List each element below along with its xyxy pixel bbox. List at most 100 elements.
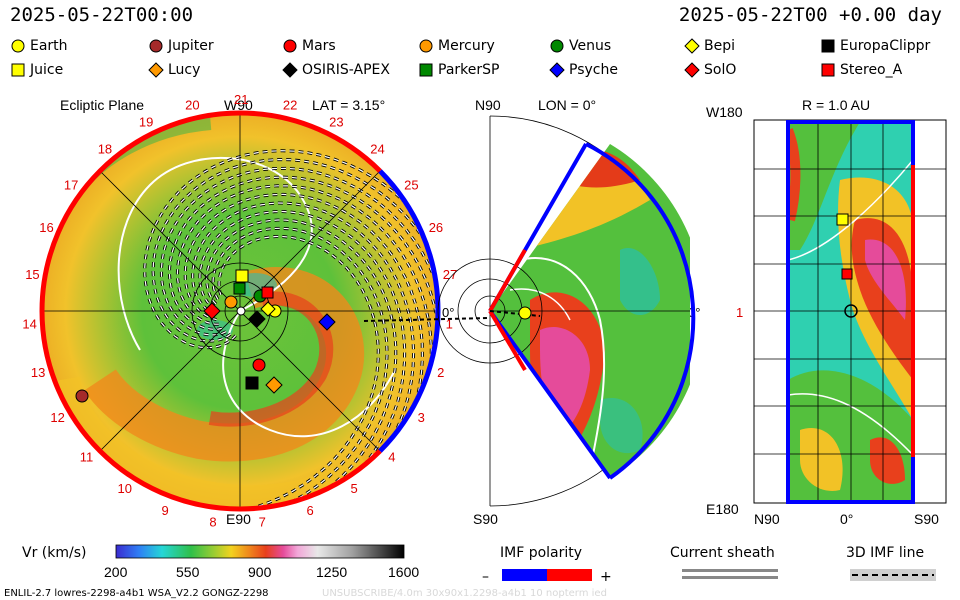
bepi-diamond-icon (684, 38, 700, 54)
meridional-velocity-field (490, 144, 690, 478)
meridional-bottom-label: S90 (473, 511, 498, 527)
colorbar-tick: 900 (248, 564, 272, 580)
earth-circle-icon (11, 39, 25, 53)
rect-x-label-0: 0° (840, 511, 853, 527)
sector-label: 17 (64, 177, 78, 192)
rect-velocity-field (788, 122, 913, 502)
imf-minus: – (482, 569, 489, 585)
mars-circle-icon (283, 39, 297, 53)
imf-spiral-line (160, 167, 438, 371)
imf-spiral-line (184, 193, 424, 483)
venus-circle-icon (550, 39, 564, 53)
legend-item-venus: Venus (549, 38, 611, 54)
colorbar-tick: 550 (176, 564, 200, 580)
sector-label: 15 (25, 267, 39, 282)
sector-label: 24 (370, 142, 384, 157)
legend-item-mars: Mars (282, 38, 336, 54)
solo-marker (203, 302, 221, 320)
juice-square-icon (11, 63, 25, 77)
left-timestamp: 2025-05-22T00:00 (10, 4, 194, 26)
current-sheath-label: Current sheath (670, 545, 775, 561)
legend-label: Mercury (438, 38, 495, 54)
mercury-circle-icon (419, 39, 433, 53)
imf-spiral-line (202, 227, 388, 509)
imf-spiral-line (152, 158, 438, 342)
lucy-diamond-icon (148, 62, 164, 78)
ecliptic-top-label: W90 (224, 97, 253, 113)
legend-label: Psyche (569, 62, 618, 78)
rect-x-label-n90: N90 (754, 511, 780, 527)
imf-spiral-line (168, 176, 438, 414)
imf-spiral-line (176, 185, 432, 451)
legend-label: Stereo_A (840, 62, 903, 78)
legend-item-stereo-a: Stereo_A (820, 62, 902, 78)
ecliptic-lat: LAT = 3.15° (312, 97, 385, 113)
sector-label: 14 (22, 316, 36, 331)
sector-label: 6 (307, 503, 314, 518)
mercury-marker (224, 295, 238, 309)
imf-spiral-line (144, 150, 438, 349)
mars-marker (252, 358, 266, 372)
imf-polarity-label: IMF polarity (500, 545, 582, 561)
imf-plus: + (600, 569, 612, 585)
sector-label: 2 (437, 365, 444, 380)
sector-label: 3 (418, 410, 425, 425)
meridional-earth-marker (518, 306, 532, 320)
sector-label: 18 (98, 142, 112, 157)
legend-item-bepi: Bepi (684, 38, 735, 54)
rect-stereo-a-marker (841, 268, 853, 280)
sector-label: 13 (31, 365, 45, 380)
rect-top-label: W180 (706, 104, 743, 120)
bepi-marker (260, 301, 276, 317)
imf-line-label: 3D IMF line (846, 545, 924, 561)
legend-label: SolO (704, 62, 737, 78)
sector-label: 11 (80, 450, 94, 465)
lucy-marker (265, 376, 283, 394)
sector-label: 1 (446, 316, 453, 331)
sector-label: 22 (283, 98, 297, 113)
sector-label: 20 (185, 98, 199, 113)
watermark-footer: UNSUBSCRIBE/4.0m 30x90x1.2298-a4b1 10 no… (322, 588, 607, 599)
juice-marker (235, 269, 249, 283)
legend-label: Juice (30, 62, 64, 78)
meridional-top-label: N90 (475, 97, 501, 113)
psyche-marker (318, 313, 336, 331)
rect-title: R = 1.0 AU (802, 97, 870, 113)
osiris-apex-diamond-icon (282, 62, 298, 78)
imf-spiral-line (199, 210, 406, 509)
legend-label: Jupiter (168, 38, 214, 54)
rect-left-label: 1 (736, 305, 743, 320)
legend-item-lucy: Lucy (148, 62, 200, 78)
legend-label: Mars (302, 38, 336, 54)
sector-label: 5 (351, 481, 358, 496)
legend-item-europaclippr: EuropaClippr (820, 38, 930, 54)
ecliptic-bottom-label: E90 (226, 511, 251, 527)
imf-spiral-line (206, 219, 397, 509)
ecliptic-title: Ecliptic Plane (60, 97, 144, 113)
jupiter-circle-icon (149, 39, 163, 53)
legend-label: Venus (569, 38, 612, 54)
legend-label: ParkerSP (438, 62, 500, 78)
colorbar-label: Vr (km/s) (22, 545, 86, 561)
model-footer: ENLIL-2.7 lowres-2298-a4b1 WSA_V2.2 GONG… (4, 588, 269, 599)
sector-label: 7 (259, 515, 266, 530)
ecliptic-right-label: 0° (442, 305, 454, 320)
sector-label: 21 (234, 92, 248, 107)
legend-item-juice: Juice (10, 62, 63, 78)
sector-label: 16 (39, 220, 53, 235)
legend-item-solo: SolO (684, 62, 736, 78)
legend-label: EuropaClippr (840, 38, 931, 54)
europaclippr-marker (245, 376, 259, 390)
rect-earth-marker (844, 304, 858, 318)
stereo-a-marker (261, 286, 274, 299)
jupiter-marker (75, 389, 89, 403)
sector-label: 8 (209, 515, 216, 530)
solo-diamond-icon (684, 62, 700, 78)
rect-juice-marker (836, 213, 849, 226)
current-sheath-swatch-top (682, 569, 778, 572)
imf-spiral-line (158, 235, 379, 509)
colorbar-tick: 1250 (316, 564, 347, 580)
legend-label: Lucy (168, 62, 201, 78)
current-sheath-swatch-bottom (682, 576, 778, 579)
